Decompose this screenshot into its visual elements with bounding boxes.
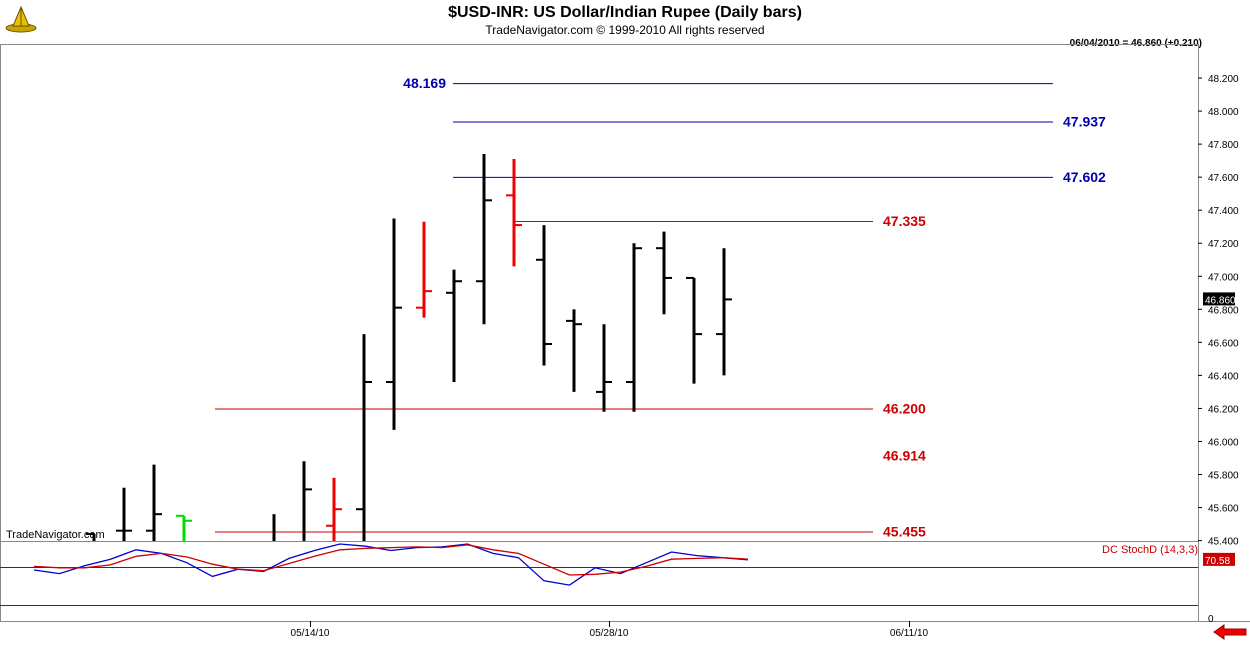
red-left-arrow-icon[interactable]	[1212, 624, 1248, 640]
indicator-label: DC StochD (14,3,3)	[1102, 544, 1198, 556]
ohlc-bar	[326, 477, 342, 541]
ohlc-bar	[716, 248, 732, 376]
watermark: TradeNavigator.com	[6, 529, 105, 541]
ohlc-bar	[476, 154, 492, 325]
stoch-panel-frame	[0, 541, 1199, 622]
stoch-line-d	[33, 544, 749, 576]
y-tick-label: 45.600	[1208, 504, 1239, 515]
ohlc-bar	[656, 231, 672, 315]
x-tick-label: 06/11/10	[890, 628, 929, 639]
ohlc-bar	[416, 221, 432, 318]
ohlc-bar	[302, 461, 312, 541]
ohlc-bar	[626, 243, 642, 412]
y-tick-label: 46.800	[1208, 305, 1239, 316]
stoch-line-k	[33, 543, 749, 586]
annotation-label: 46.914	[883, 447, 926, 463]
trade-navigator-logo-icon	[4, 4, 38, 34]
ohlc-bar	[536, 225, 552, 366]
y-tick-label: 48.200	[1208, 74, 1239, 85]
ohlc-bar	[386, 218, 402, 430]
level-label: 48.169	[403, 75, 446, 91]
y-tick-label: 47.000	[1208, 272, 1239, 283]
y-tick-label: 47.800	[1208, 140, 1239, 151]
stoch-last-label: 70.58	[1205, 556, 1230, 567]
ohlc-bar	[506, 158, 522, 267]
stoch-y-tick-label: 0	[1208, 614, 1214, 625]
level-label: 46.200	[883, 400, 926, 416]
level-label: 47.602	[1063, 169, 1106, 185]
ohlc-bar	[116, 487, 132, 541]
chart-subtitle: TradeNavigator.com © 1999-2010 All right…	[485, 23, 765, 37]
ohlc-bar	[356, 334, 372, 541]
ohlc-bar	[686, 276, 702, 384]
last-price-label: 46.860	[1205, 295, 1236, 306]
level-label: 47.937	[1063, 113, 1106, 129]
y-tick-label: 47.200	[1208, 239, 1239, 250]
y-tick-label: 45.400	[1208, 537, 1239, 548]
ohlc-bar	[86, 532, 96, 541]
chart-title: $USD-INR: US Dollar/Indian Rupee (Daily …	[448, 4, 802, 21]
y-tick-label: 46.000	[1208, 437, 1239, 448]
y-tick-label: 46.200	[1208, 404, 1239, 415]
price-readout: 06/04/2010 = 46.860 (+0.210)	[1069, 38, 1202, 49]
y-tick-label: 47.400	[1208, 206, 1239, 217]
y-tick-label: 48.000	[1208, 107, 1239, 118]
ohlc-bar	[566, 309, 582, 392]
y-tick-label: 46.400	[1208, 371, 1239, 382]
x-tick-label: 05/14/10	[291, 628, 330, 639]
y-tick-label: 46.600	[1208, 338, 1239, 349]
ohlc-bar	[446, 269, 462, 383]
last-price-box	[1203, 292, 1235, 306]
level-label: 47.335	[883, 213, 926, 229]
ohlc-bar	[176, 514, 192, 541]
ohlc-bar	[596, 324, 612, 412]
x-tick-label: 05/28/10	[590, 628, 629, 639]
ohlc-bar	[146, 464, 162, 541]
price-panel-frame	[0, 44, 1199, 542]
y-tick-label: 47.600	[1208, 173, 1239, 184]
stoch-last-box	[1203, 552, 1235, 566]
y-tick-label: 45.800	[1208, 471, 1239, 482]
level-label: 45.455	[883, 524, 926, 540]
